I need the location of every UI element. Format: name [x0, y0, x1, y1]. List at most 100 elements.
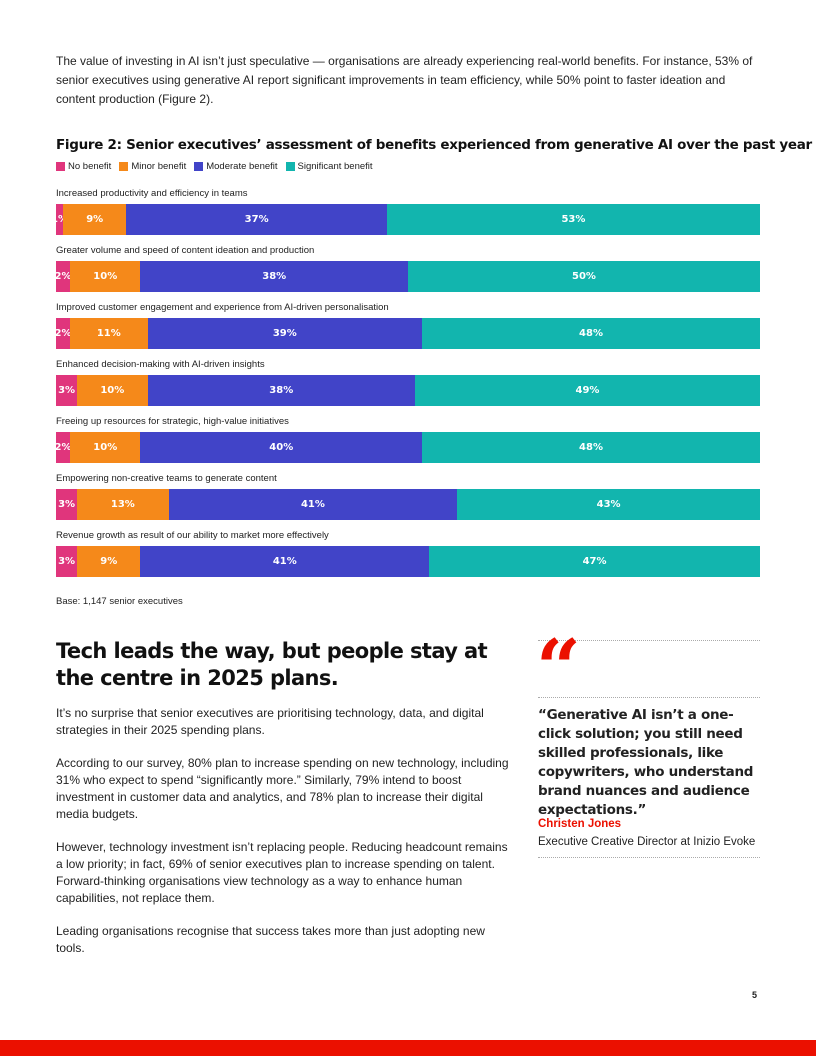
data-label: 3% [58, 385, 76, 396]
bar-segment: 1% [51, 204, 68, 235]
footer-bar [0, 1040, 816, 1056]
chart-row: Improved customer engagement and experie… [54, 300, 760, 357]
data-label: 48% [579, 328, 603, 339]
data-label: 13% [110, 499, 135, 510]
category-label: Increased productivity and efficiency in… [56, 188, 248, 199]
stacked-bar: 1% 9% 37% 53% [51, 204, 760, 235]
pull-quote: “Generative AI isn’t a one-click solutio… [538, 707, 754, 818]
divider [538, 697, 760, 698]
data-label: 9% [86, 214, 104, 225]
intro-paragraph: The value of investing in AI isn’t just … [56, 54, 753, 106]
category-label: Revenue growth as result of our ability … [56, 530, 329, 541]
body-paragraph: According to our survey, 80% plan to inc… [56, 756, 509, 821]
data-label: 11% [96, 328, 121, 339]
bar-segment: 9% [63, 204, 127, 235]
legend-label: Minor benefit [131, 161, 187, 172]
data-label: 39% [272, 328, 297, 339]
bar-segment: 9% [77, 546, 141, 577]
chart-row: Freeing up resources for strategic, high… [54, 414, 760, 471]
category-label: Improved customer engagement and experie… [56, 302, 389, 313]
legend-swatch [56, 162, 65, 171]
bar-segment: 3% [56, 489, 78, 520]
bar-segment: 37% [126, 204, 387, 235]
legend-item: Minor benefit [119, 161, 186, 172]
data-label: 38% [269, 385, 294, 396]
bar-segment: 40% [140, 432, 423, 463]
bar-segment: 3% [56, 546, 78, 577]
legend-swatch [285, 162, 295, 171]
chart-row: Empowering non-creative teams to generat… [56, 471, 760, 528]
legend-swatch [119, 162, 129, 171]
bar-segment: 50% [407, 261, 760, 292]
data-label: 3% [58, 499, 76, 510]
bar-segment: 10% [70, 432, 141, 463]
chart-row: Increased productivity and efficiency in… [51, 186, 760, 243]
legend-swatch [194, 162, 204, 171]
bar-segment: 10% [70, 261, 141, 292]
chart-legend: No benefit Minor benefit Moderate benefit S… [56, 161, 373, 172]
section-heading: Tech leads the way, but people stay at t… [56, 639, 488, 690]
chart-row: Enhanced decision-making with AI-driven … [56, 357, 760, 414]
stacked-bar: 2% 11% 39% 48% [54, 318, 760, 349]
figure-title: Figure 2: Senior executives’ assessment … [56, 137, 812, 153]
bar-segment: 2% [54, 432, 72, 463]
quote-author: Christen Jones [538, 818, 622, 830]
stacked-bar-chart: Increased productivity and efficiency in… [51, 186, 760, 585]
category-label: Enhanced decision-making with AI-driven … [56, 359, 265, 370]
page-number: 5 [752, 990, 758, 1000]
data-label: 10% [100, 385, 125, 396]
data-label: 40% [269, 442, 294, 453]
data-label: 41% [272, 556, 297, 567]
data-label: 10% [93, 442, 118, 453]
data-label: 49% [575, 385, 600, 396]
data-label: 37% [244, 214, 269, 225]
bar-segment: 11% [70, 318, 148, 349]
bar-segment: 48% [422, 432, 760, 463]
chart-row: Revenue growth as result of our ability … [56, 528, 760, 585]
category-label: Greater volume and speed of content idea… [56, 245, 315, 256]
bar-segment: 53% [386, 204, 760, 235]
bar-segment: 2% [54, 318, 72, 349]
bar-segment: 48% [422, 318, 760, 349]
quote-mark-icon: “ [536, 623, 581, 714]
bar-segment: 47% [429, 546, 760, 577]
data-label: 9% [100, 556, 118, 567]
divider [538, 640, 760, 641]
data-label: 2% [54, 442, 72, 453]
data-label: 43% [596, 499, 621, 510]
data-label: 2% [54, 328, 72, 339]
category-label: Empowering non-creative teams to generat… [56, 473, 277, 484]
stacked-bar: 2% 10% 38% 50% [54, 261, 760, 292]
legend-label: Significant benefit [297, 161, 373, 172]
bar-segment: 39% [147, 318, 423, 349]
chart-base-note: Base: 1,147 senior executives [56, 596, 183, 607]
legend-item: Moderate benefit [194, 161, 278, 172]
data-label: 48% [579, 442, 603, 453]
stacked-bar: 2% 10% 40% 48% [54, 432, 760, 463]
data-label: 3% [58, 556, 76, 567]
bar-segment: 38% [140, 261, 408, 292]
category-label: Freeing up resources for strategic, high… [56, 416, 289, 427]
data-label: 53% [561, 214, 586, 225]
data-label: 47% [582, 556, 607, 567]
stacked-bar: 3% 9% 41% 47% [56, 546, 760, 577]
data-label: 10% [93, 271, 118, 282]
bar-segment: 3% [56, 375, 78, 406]
stacked-bar: 3% 13% 41% 43% [56, 489, 760, 520]
legend-item: No benefit [56, 161, 111, 172]
data-label: 2% [54, 271, 72, 282]
section-body: It’s no surprise that senior executives … [56, 705, 516, 973]
body-paragraph: However, technology investment isn’t rep… [56, 840, 508, 905]
stacked-bar: 3% 10% 38% 49% [56, 375, 760, 406]
data-label: 1% [51, 214, 69, 225]
body-paragraph: Leading organisations recognise that suc… [56, 924, 485, 955]
bar-segment: 41% [140, 546, 430, 577]
bar-segment: 43% [457, 489, 760, 520]
bar-segment: 49% [415, 375, 760, 406]
data-label: 38% [262, 271, 287, 282]
legend-item: Significant benefit [285, 161, 373, 172]
chart-row: Greater volume and speed of content idea… [54, 243, 760, 300]
data-label: 41% [300, 499, 325, 510]
bar-segment: 2% [54, 261, 72, 292]
bar-segment: 38% [147, 375, 416, 406]
